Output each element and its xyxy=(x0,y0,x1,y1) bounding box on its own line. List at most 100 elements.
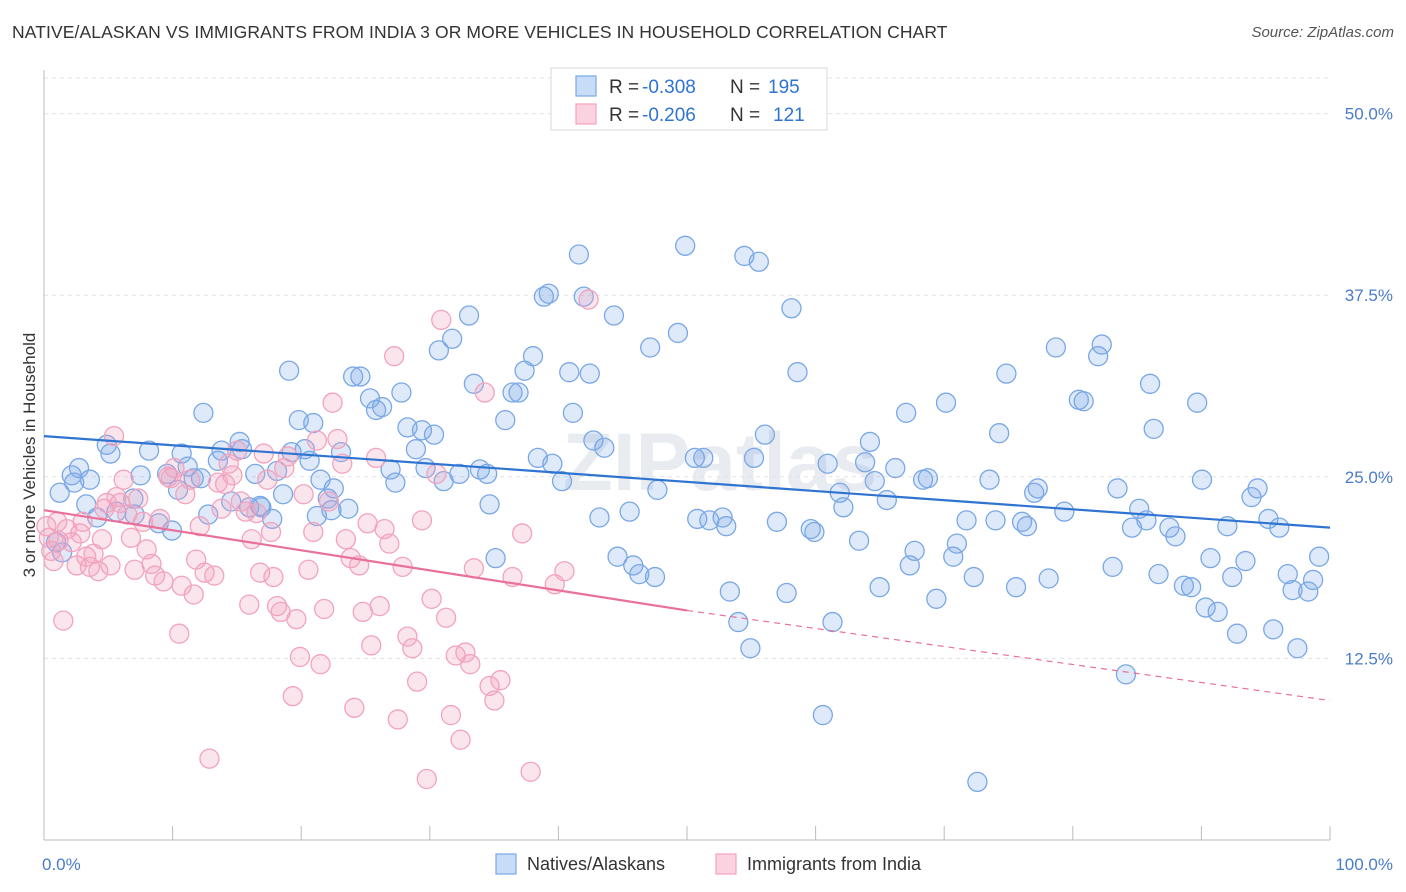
point-s0-111 xyxy=(743,447,765,469)
point-s1-25 xyxy=(120,527,142,548)
point-s0-161 xyxy=(1107,478,1128,499)
trend-line-india xyxy=(43,509,688,612)
point-s0-143 xyxy=(967,771,988,793)
point-s1-95 xyxy=(402,638,423,659)
legend-box xyxy=(550,67,828,131)
point-s0-175 xyxy=(1195,597,1216,618)
point-s1-61 xyxy=(260,521,282,543)
point-s0-71 xyxy=(479,494,500,515)
bottom-legend-label-natives: Natives/Alaskans xyxy=(527,854,665,874)
point-s1-96 xyxy=(406,671,428,692)
point-s0-83 xyxy=(559,362,580,383)
point-s1-85 xyxy=(357,513,378,534)
point-s1-73 xyxy=(306,430,328,451)
point-s0-116 xyxy=(781,298,802,319)
legend-r-value-0: -0.308 xyxy=(642,77,696,98)
point-s0-125 xyxy=(848,530,870,551)
point-s0-189 xyxy=(1287,638,1308,659)
point-s0-50 xyxy=(342,366,364,387)
point-s0-13 xyxy=(130,465,151,486)
point-s0-81 xyxy=(542,453,563,474)
grid-lines xyxy=(44,77,1330,659)
point-s0-183 xyxy=(1247,478,1268,499)
point-s1-97 xyxy=(411,510,433,531)
point-s1-71 xyxy=(298,559,319,580)
point-s0-100 xyxy=(675,235,696,256)
point-s0-132 xyxy=(896,402,917,424)
point-s0-119 xyxy=(804,521,825,543)
point-s0-37 xyxy=(278,360,300,381)
point-s1-6 xyxy=(53,610,74,631)
point-s0-65 xyxy=(441,328,463,349)
point-s1-88 xyxy=(369,595,390,617)
point-s1-33 xyxy=(153,571,174,592)
point-s0-82 xyxy=(551,471,573,492)
point-s0-75 xyxy=(508,382,529,403)
point-s1-70 xyxy=(293,484,314,505)
point-s0-171 xyxy=(1173,575,1195,596)
point-s0-117 xyxy=(787,362,808,383)
point-s1-32 xyxy=(149,508,171,530)
legend-n-label-1: N = xyxy=(730,105,760,126)
point-s1-109 xyxy=(474,382,495,403)
point-s1-99 xyxy=(421,588,442,609)
point-s1-59 xyxy=(253,443,274,464)
point-s0-190 xyxy=(1298,581,1319,602)
point-s1-111 xyxy=(484,690,505,711)
point-s0-170 xyxy=(1165,526,1186,547)
point-s0-187 xyxy=(1277,563,1298,585)
point-s1-3 xyxy=(43,550,64,572)
point-s0-24 xyxy=(198,504,219,525)
point-s1-26 xyxy=(124,559,145,580)
point-s0-139 xyxy=(943,546,964,567)
point-s1-15 xyxy=(88,561,109,582)
point-s0-51 xyxy=(350,366,371,387)
point-s1-79 xyxy=(332,453,353,474)
point-s1-94 xyxy=(397,626,418,647)
point-s0-126 xyxy=(854,452,876,473)
point-s0-14 xyxy=(138,440,160,461)
point-s1-41 xyxy=(183,584,204,605)
point-s0-23 xyxy=(193,402,214,424)
point-s0-95 xyxy=(629,563,650,585)
point-s0-62 xyxy=(423,424,445,445)
x-tick-label-1: 100.0% xyxy=(1335,855,1393,874)
point-s0-87 xyxy=(579,363,600,384)
source-label: Source: ZipAtlas.com xyxy=(1251,24,1394,41)
point-s0-6 xyxy=(79,469,101,490)
y-tick-label-0: 12.5% xyxy=(1345,649,1393,668)
point-s0-177 xyxy=(1207,601,1228,623)
point-s1-65 xyxy=(274,457,295,479)
point-s0-57 xyxy=(391,382,412,403)
point-s1-40 xyxy=(179,469,201,490)
point-s1-27 xyxy=(128,488,149,509)
point-s0-188 xyxy=(1282,579,1303,601)
point-s0-191 xyxy=(1302,569,1324,591)
point-s0-92 xyxy=(607,546,628,567)
point-s0-144 xyxy=(979,469,1000,490)
point-s0-145 xyxy=(985,510,1006,531)
point-s0-22 xyxy=(190,468,212,489)
point-s1-30 xyxy=(141,553,162,575)
point-s1-77 xyxy=(322,392,343,413)
point-s0-26 xyxy=(211,440,232,461)
legend-swatch-natives xyxy=(575,75,597,97)
point-s0-124 xyxy=(833,497,854,518)
point-s0-158 xyxy=(1088,346,1109,367)
point-s0-98 xyxy=(647,479,668,501)
bottom-legend: Natives/Alaskans Immigrants from India xyxy=(495,853,922,875)
point-s0-9 xyxy=(100,443,121,464)
point-s0-141 xyxy=(956,510,977,531)
point-s0-142 xyxy=(963,566,984,588)
point-s0-101 xyxy=(684,447,705,469)
point-s0-113 xyxy=(754,424,776,445)
point-s1-55 xyxy=(239,594,260,615)
y-axis-label: 3 or more Vehicles in Household xyxy=(20,333,39,578)
point-s0-121 xyxy=(817,453,838,474)
point-s1-114 xyxy=(512,523,533,544)
point-s0-88 xyxy=(583,430,604,451)
point-s0-106 xyxy=(716,516,737,537)
point-s0-153 xyxy=(1038,568,1059,589)
point-s0-99 xyxy=(667,322,689,344)
point-s0-174 xyxy=(1191,469,1213,490)
